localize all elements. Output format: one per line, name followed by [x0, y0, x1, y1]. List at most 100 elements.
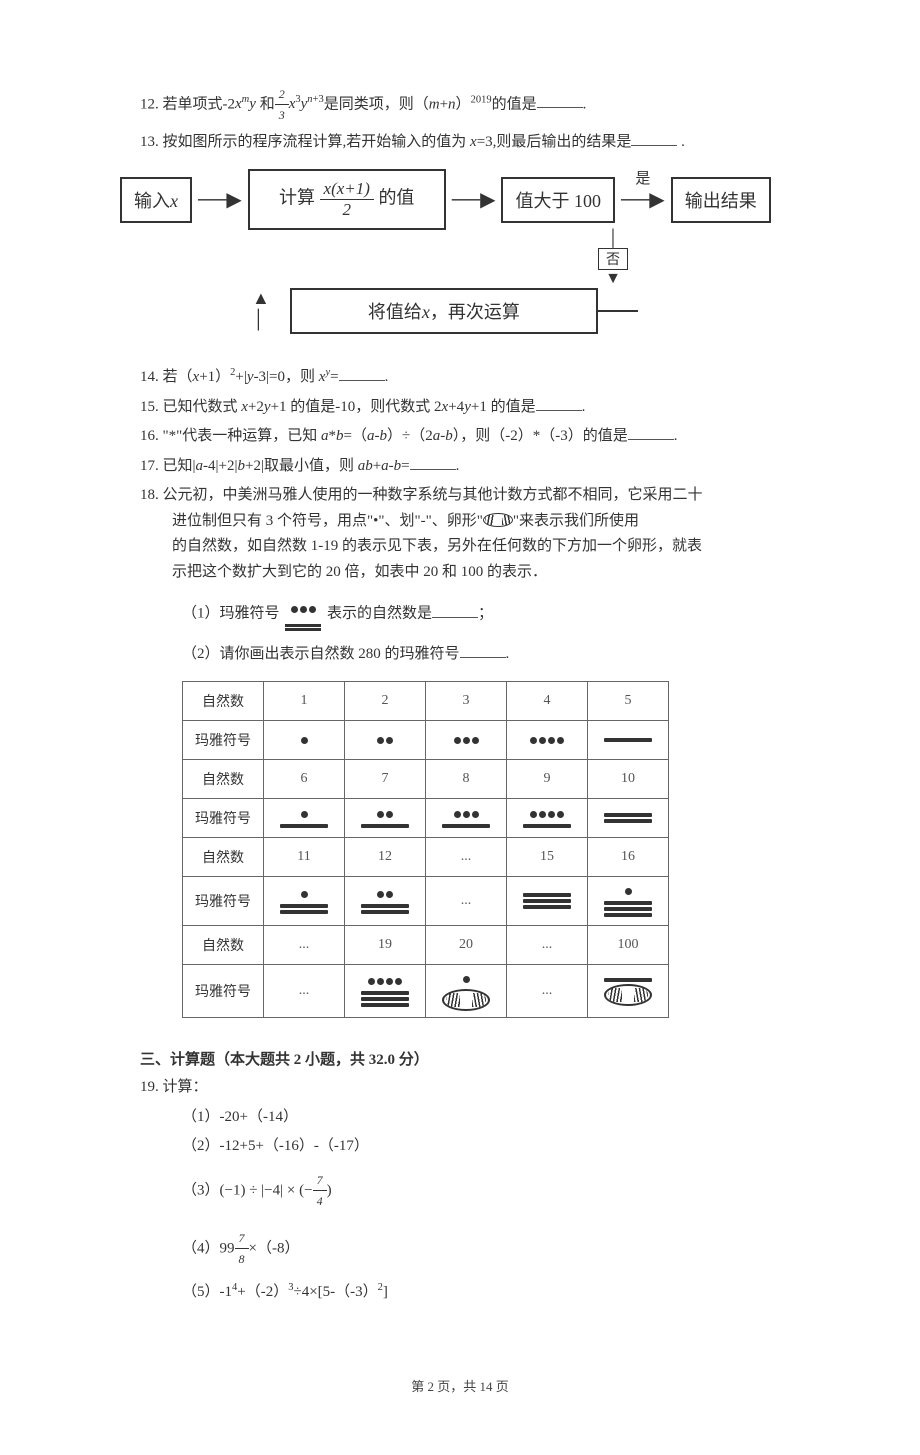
- maya-row-sym-2: 玛雅符号: [183, 799, 669, 838]
- maya-s-4: [507, 721, 588, 760]
- maya-symbol-q: [285, 597, 321, 632]
- section-3-title: 三、计算题（本大题共 2 小题，共 32.0 分）: [140, 1048, 780, 1069]
- maya-s-10: [588, 799, 669, 838]
- maya-n-dots1: ...: [426, 838, 507, 877]
- q19-i2: （2）-12+5+（-16）-（-17）: [182, 1134, 780, 1160]
- question-19: 19. 计算：: [140, 1075, 780, 1101]
- flow-bottom-row: ▲│ 将值给x，再次运算: [252, 288, 638, 334]
- q12-a: 若单项式-2: [163, 96, 236, 112]
- q15-num: 15.: [140, 399, 159, 415]
- maya-n-6: 6: [264, 760, 345, 799]
- q18-l4: 示把这个数扩大到它的 20 倍，如表中 20 和 100 的表示．: [172, 564, 547, 580]
- maya-row-nat-4: 自然数 ... 19 20 ... 100: [183, 926, 669, 965]
- q14-e2: xy=: [319, 369, 339, 385]
- maya-n-11: 11: [264, 838, 345, 877]
- maya-n-dots2: ...: [264, 926, 345, 965]
- q15-d: .: [582, 399, 586, 415]
- q13-num: 13.: [140, 134, 159, 150]
- q16-num: 16.: [140, 428, 159, 444]
- flow-loop-box: 将值给x，再次运算: [290, 288, 598, 334]
- q14-blank: [339, 365, 385, 381]
- flow-calc-post: 的值: [378, 188, 414, 208]
- maya-row-nat-3: 自然数 11 12 ... 15 16: [183, 838, 669, 877]
- arrow-yes: ──▶是: [621, 187, 665, 212]
- q16-c: .: [674, 428, 678, 444]
- q15-blank: [536, 395, 582, 411]
- maya-lbl-sym-1: 玛雅符号: [183, 721, 264, 760]
- q19-i3: （3）(−1) ÷ |−4| × (−74): [182, 1170, 780, 1212]
- maya-lbl-sym-3: 玛雅符号: [183, 877, 264, 926]
- q17-e1: ab+a-b=: [358, 458, 410, 474]
- q14-c: +|y-3|=0，则: [235, 369, 318, 385]
- q12-b: 和: [260, 96, 275, 112]
- flow-calc-pre: 计算: [279, 188, 315, 208]
- q15-b: 的值是-10，则代数式: [287, 399, 435, 415]
- q14-d: .: [385, 369, 389, 385]
- q13-text3: .: [677, 134, 685, 150]
- maya-s-2: [345, 721, 426, 760]
- oval-icon: [483, 513, 513, 527]
- question-12: 12. 若单项式-2xmy 和23x3yn+3是同类项，则（m+n）2019的值…: [140, 84, 780, 126]
- maya-n-9: 9: [507, 760, 588, 799]
- maya-n-16: 16: [588, 838, 669, 877]
- maya-s-1: [264, 721, 345, 760]
- q17-a: 已知|a-4|+2|b+2|取最小值，则: [163, 458, 358, 474]
- q14-b: ）: [215, 369, 230, 385]
- q18-p1c: ；: [478, 606, 493, 622]
- maya-s-dots2: ...: [264, 965, 345, 1018]
- arrow-1: ──▶: [198, 187, 242, 212]
- maya-n-20: 20: [426, 926, 507, 965]
- q12-e3: m+n: [429, 96, 456, 112]
- maya-lbl-nat: 自然数: [183, 682, 264, 721]
- maya-s-9: [507, 799, 588, 838]
- q12-e2: 23x3yn+3: [275, 96, 324, 112]
- flow-frac-den: 2: [320, 200, 374, 220]
- q18-l2b: "来表示我们所使用: [513, 513, 639, 529]
- maya-s-15: [507, 877, 588, 926]
- maya-row-sym-4: 玛雅符号 ... ...: [183, 965, 669, 1018]
- maya-n-1: 1: [264, 682, 345, 721]
- q18-p2-blank: [460, 642, 506, 658]
- q19-title: 计算：: [163, 1079, 208, 1095]
- maya-s-11: [264, 877, 345, 926]
- maya-lbl-sym-4: 玛雅符号: [183, 965, 264, 1018]
- maya-lbl-nat-2: 自然数: [183, 760, 264, 799]
- q12-sup: 2019: [471, 94, 492, 105]
- maya-s-dots1: ...: [426, 877, 507, 926]
- q14-e1: x+1: [193, 369, 216, 385]
- maya-row-sym-3: 玛雅符号 ...: [183, 877, 669, 926]
- q15-e2: 2x+4y+1: [434, 399, 487, 415]
- q18-p2a: （2）请你画出表示自然数 280 的玛雅符号: [182, 646, 460, 662]
- question-15: 15. 已知代数式 x+2y+1 的值是-10，则代数式 2x+4y+1 的值是…: [140, 395, 780, 421]
- q18-p1b: 表示的自然数是: [327, 606, 432, 622]
- q17-b: .: [456, 458, 460, 474]
- maya-row-nat-2: 自然数 6 7 8 9 10: [183, 760, 669, 799]
- flow-no-conn: │ 否 ▼: [588, 230, 638, 288]
- q18-p1a: （1）玛雅符号: [182, 606, 280, 622]
- loop-up: ▲│: [252, 288, 270, 330]
- q12-d: ）: [456, 96, 471, 112]
- q18-l3: 的自然数，如自然数 1-19 的表示见下表，另外在任何数的下方加一个卵形，就表: [172, 538, 702, 554]
- q12-e1: xmy: [235, 96, 256, 112]
- maya-n-15: 15: [507, 838, 588, 877]
- label-yes: 是: [635, 167, 650, 188]
- question-17: 17. 已知|a-4|+2|b+2|取最小值，则 ab+a-b=.: [140, 454, 780, 480]
- maya-s-19: [345, 965, 426, 1018]
- q16-e1: a*b=（a-b）÷（2a-b）: [321, 428, 460, 444]
- q15-e1: x+2y+1: [241, 399, 286, 415]
- maya-row-sym-1: 玛雅符号: [183, 721, 669, 760]
- maya-n-3: 3: [426, 682, 507, 721]
- flow-output-box: 输出结果: [671, 177, 771, 223]
- q12-blank: [537, 92, 583, 108]
- q17-num: 17.: [140, 458, 159, 474]
- q18-part1: （1）玛雅符号 表示的自然数是 ；: [182, 597, 780, 632]
- maya-lbl-nat-3: 自然数: [183, 838, 264, 877]
- maya-s-3: [426, 721, 507, 760]
- q13-blank: [631, 130, 677, 146]
- flow-no-row: │ 否 ▼: [588, 230, 638, 288]
- question-13: 13. 按如图所示的程序流程计算,若开始输入的值为 x=3,则最后输出的结果是 …: [140, 130, 780, 156]
- q13-text: 按如图所示的程序流程计算,若开始输入的值为: [163, 134, 471, 150]
- flow-calc-box: 计算 x(x+1) 2 的值: [248, 169, 446, 230]
- q18-p2b: .: [506, 646, 510, 662]
- maya-s-dots3: ...: [507, 965, 588, 1018]
